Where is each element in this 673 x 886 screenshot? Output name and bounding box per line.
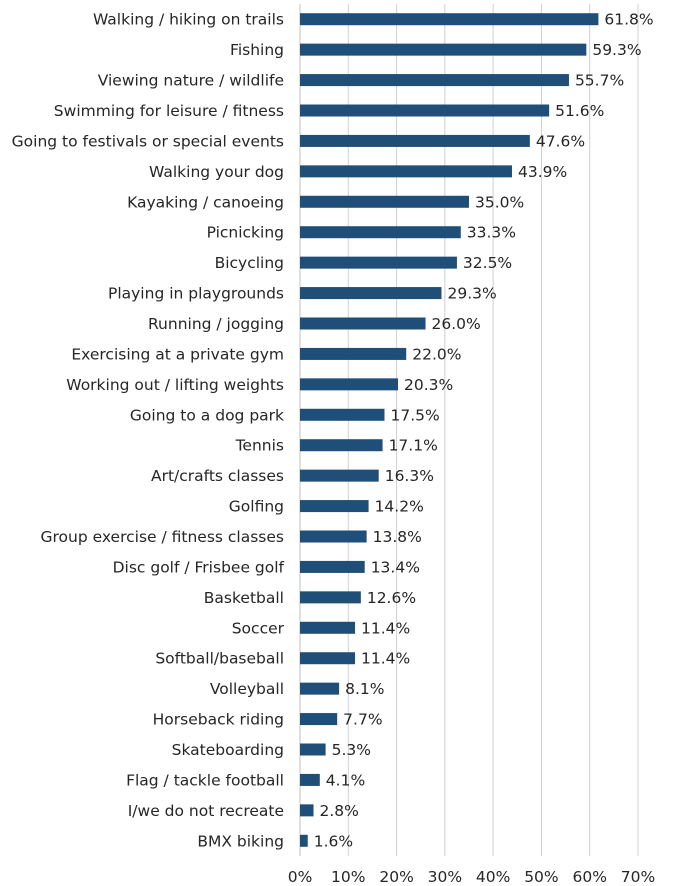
bar	[300, 226, 461, 239]
category-label: Basketball	[204, 589, 284, 607]
bar	[300, 165, 512, 178]
data-label: 29.3%	[447, 285, 496, 303]
data-label: 16.3%	[385, 467, 434, 485]
data-label: 22.0%	[412, 345, 461, 363]
category-label: Disc golf / Frisbee golf	[113, 558, 285, 576]
category-label: Horseback riding	[153, 711, 284, 729]
x-tick-label: 30%	[428, 868, 462, 886]
bar	[300, 469, 379, 482]
category-label: Art/crafts classes	[151, 467, 284, 485]
data-label: 13.4%	[371, 558, 420, 576]
data-label: 11.4%	[361, 619, 410, 637]
data-label: 43.9%	[518, 163, 567, 181]
category-label: Bicycling	[215, 254, 284, 272]
x-tick-label: 20%	[379, 868, 413, 886]
x-tick-label: 10%	[331, 868, 365, 886]
data-label: 33.3%	[467, 224, 516, 242]
bar	[300, 378, 399, 391]
x-tick-label: 50%	[524, 868, 558, 886]
bar	[300, 195, 469, 208]
data-label: 35.0%	[475, 193, 524, 211]
data-label: 17.1%	[389, 437, 438, 455]
data-label: 5.3%	[332, 741, 371, 759]
bar	[300, 500, 369, 513]
category-label: Golfing	[229, 498, 284, 516]
bar	[300, 682, 340, 695]
bar	[300, 43, 587, 56]
data-label: 51.6%	[555, 102, 604, 120]
category-label: Swimming for leisure / fitness	[54, 102, 284, 120]
category-label: Tennis	[235, 437, 284, 455]
data-label: 14.2%	[375, 498, 424, 516]
category-label: Kayaking / canoeing	[127, 193, 284, 211]
bar	[300, 560, 365, 573]
bar	[300, 743, 326, 756]
x-tick-label: 0%	[288, 868, 313, 886]
bar	[300, 591, 361, 604]
data-label: 20.3%	[404, 376, 453, 394]
data-label: 59.3%	[592, 41, 641, 59]
x-axis-tick-labels: 0% 10% 20% 30% 40% 50% 60% 70%	[288, 868, 656, 886]
category-label: Walking your dog	[149, 163, 284, 181]
bar	[300, 621, 356, 634]
category-label: Flag / tackle football	[126, 771, 284, 789]
bar	[300, 713, 338, 726]
data-label: 55.7%	[575, 72, 624, 90]
bar	[300, 287, 442, 300]
bar	[300, 804, 314, 817]
bars	[300, 13, 599, 847]
bar	[300, 773, 320, 786]
category-label: Skateboarding	[172, 741, 284, 759]
bar	[300, 408, 385, 421]
category-label: Going to a dog park	[130, 406, 284, 424]
category-label: Going to festivals or special events	[12, 132, 284, 150]
bar	[300, 834, 308, 847]
data-label: 17.5%	[391, 406, 440, 424]
category-label: BMX biking	[197, 832, 284, 850]
category-label: Running / jogging	[148, 315, 284, 333]
data-label: 2.8%	[320, 802, 359, 820]
data-label: 7.7%	[343, 711, 382, 729]
category-label: I/we do not recreate	[128, 802, 284, 820]
bar	[300, 317, 426, 330]
category-label: Playing in playgrounds	[108, 285, 284, 303]
category-label: Volleyball	[210, 680, 284, 698]
data-label: 61.8%	[604, 11, 653, 29]
bar	[300, 347, 407, 360]
x-tick-label: 70%	[621, 868, 655, 886]
x-tick-label: 40%	[476, 868, 510, 886]
data-label: 32.5%	[463, 254, 512, 272]
bar	[300, 530, 367, 543]
bar	[300, 104, 550, 117]
data-label: 13.8%	[373, 528, 422, 546]
category-label: Walking / hiking on trails	[93, 11, 284, 29]
category-label: Viewing nature / wildlife	[98, 72, 284, 90]
bar	[300, 13, 599, 26]
bar	[300, 256, 457, 269]
data-label: 12.6%	[367, 589, 416, 607]
bar	[300, 652, 356, 665]
category-label: Fishing	[230, 41, 284, 59]
category-labels: Walking / hiking on trails Fishing Viewing…	[12, 11, 285, 851]
category-label: Softball/baseball	[155, 650, 284, 668]
value-labels: 61.8% 59.3% 55.7% 51.6% 47.6% 43.9% 35.0% 33.3%…	[314, 11, 654, 851]
bar	[300, 134, 530, 147]
data-label: 8.1%	[345, 680, 384, 698]
category-label: Working out / lifting weights	[66, 376, 284, 394]
category-label: Exercising at a private gym	[71, 345, 284, 363]
bar	[300, 74, 569, 87]
x-tick-label: 60%	[572, 868, 606, 886]
category-label: Group exercise / fitness classes	[40, 528, 284, 546]
category-label: Soccer	[232, 619, 285, 637]
data-label: 11.4%	[361, 650, 410, 668]
category-label: Picnicking	[207, 224, 284, 242]
data-label: 26.0%	[432, 315, 481, 333]
data-label: 4.1%	[326, 771, 365, 789]
data-label: 47.6%	[536, 132, 585, 150]
bar	[300, 439, 383, 452]
data-label: 1.6%	[314, 832, 353, 850]
